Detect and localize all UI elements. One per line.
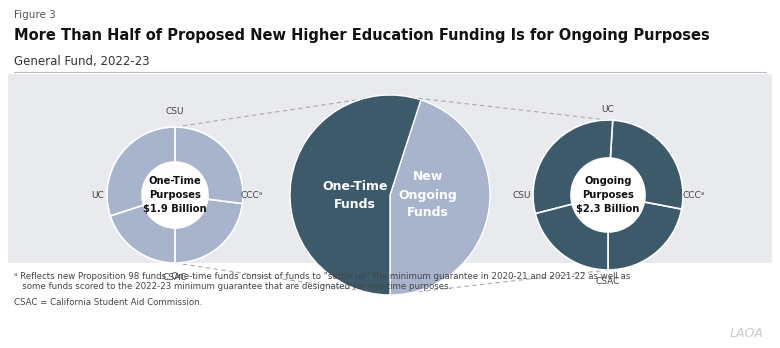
Wedge shape — [610, 120, 683, 209]
Text: UC: UC — [601, 105, 615, 114]
Text: Figure 3: Figure 3 — [14, 10, 55, 20]
Text: CSU: CSU — [165, 108, 184, 117]
Text: New
Ongoing
Funds: New Ongoing Funds — [399, 171, 457, 220]
Wedge shape — [175, 127, 243, 204]
Wedge shape — [608, 202, 682, 270]
Wedge shape — [535, 204, 608, 270]
Wedge shape — [290, 95, 421, 295]
Wedge shape — [110, 205, 175, 263]
Text: CSAC = California Student Aid Commission.: CSAC = California Student Aid Commission… — [14, 298, 202, 307]
Text: Ongoing
Purposes
$2.3 Billion: Ongoing Purposes $2.3 Billion — [576, 176, 640, 214]
Text: CSAC: CSAC — [596, 277, 620, 286]
Text: One-Time
Purposes
$1.9 Billion: One-Time Purposes $1.9 Billion — [144, 176, 207, 214]
Text: One-Time
Funds: One-Time Funds — [322, 180, 388, 211]
FancyBboxPatch shape — [8, 74, 772, 263]
Wedge shape — [533, 120, 613, 214]
Circle shape — [571, 158, 645, 232]
Text: CSAC: CSAC — [163, 274, 187, 283]
Wedge shape — [175, 199, 243, 263]
Text: CCCᵃ: CCCᵃ — [241, 190, 263, 199]
Wedge shape — [390, 100, 490, 295]
Text: UC: UC — [91, 190, 105, 199]
Text: CSU: CSU — [512, 190, 531, 199]
Text: some funds scored to the 2022-23 minimum guarantee that are designated for one-t: some funds scored to the 2022-23 minimum… — [14, 282, 452, 291]
Circle shape — [142, 162, 208, 228]
Text: ᵃ Reflects new Proposition 98 funds. One-time funds consist of funds to "settle : ᵃ Reflects new Proposition 98 funds. One… — [14, 272, 630, 281]
Text: LAOA: LAOA — [730, 327, 764, 340]
Text: CCCᵃ: CCCᵃ — [682, 190, 705, 199]
Wedge shape — [107, 127, 175, 216]
Text: General Fund, 2022-23: General Fund, 2022-23 — [14, 55, 150, 68]
Text: More Than Half of Proposed New Higher Education Funding Is for Ongoing Purposes: More Than Half of Proposed New Higher Ed… — [14, 28, 710, 43]
